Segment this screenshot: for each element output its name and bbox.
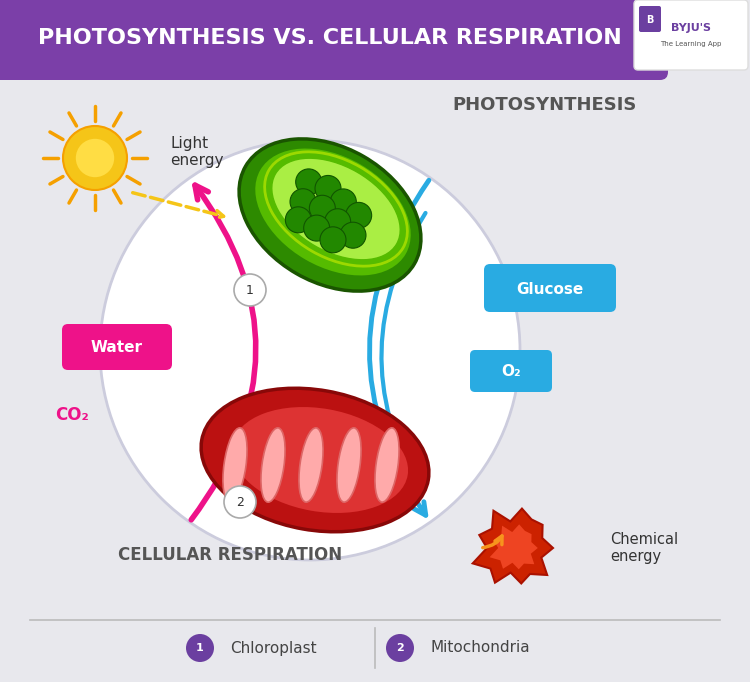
Text: 2: 2 (396, 643, 404, 653)
Ellipse shape (272, 158, 400, 260)
Text: PHOTOSYNTHESIS: PHOTOSYNTHESIS (453, 96, 638, 114)
Text: 1: 1 (246, 284, 254, 297)
Circle shape (224, 486, 256, 518)
Ellipse shape (337, 428, 361, 502)
Circle shape (63, 126, 127, 190)
Circle shape (309, 195, 335, 221)
Circle shape (325, 209, 351, 235)
Ellipse shape (299, 428, 323, 502)
FancyBboxPatch shape (634, 0, 748, 70)
Text: Chemical
energy: Chemical energy (610, 532, 678, 564)
Text: CO₂: CO₂ (56, 406, 88, 424)
Text: Chloroplast: Chloroplast (230, 640, 316, 655)
Text: The Learning App: The Learning App (660, 41, 722, 47)
Ellipse shape (254, 147, 412, 276)
Ellipse shape (201, 388, 429, 532)
Circle shape (285, 207, 311, 233)
Ellipse shape (231, 406, 409, 514)
Text: CELLULAR RESPIRATION: CELLULAR RESPIRATION (118, 546, 342, 564)
Polygon shape (490, 524, 538, 569)
Circle shape (76, 139, 114, 177)
Circle shape (296, 169, 322, 195)
FancyArrowPatch shape (382, 213, 425, 487)
FancyArrowPatch shape (133, 193, 224, 218)
Circle shape (234, 274, 266, 306)
Ellipse shape (223, 428, 247, 502)
Polygon shape (472, 509, 553, 584)
Circle shape (100, 140, 520, 560)
Ellipse shape (375, 428, 399, 502)
Text: Glucose: Glucose (516, 282, 584, 297)
Text: Light
energy: Light energy (170, 136, 224, 168)
FancyBboxPatch shape (484, 264, 616, 312)
Text: Mitochondria: Mitochondria (430, 640, 530, 655)
Circle shape (320, 227, 346, 253)
Circle shape (340, 222, 366, 248)
Text: BYJU'S: BYJU'S (671, 23, 711, 33)
Circle shape (304, 215, 330, 241)
Circle shape (290, 189, 316, 215)
Text: PHOTOSYNTHESIS VS. CELLULAR RESPIRATION: PHOTOSYNTHESIS VS. CELLULAR RESPIRATION (38, 28, 622, 48)
Text: O₂: O₂ (501, 364, 520, 379)
Text: Water: Water (91, 340, 143, 355)
Text: B: B (646, 15, 654, 25)
Text: 1: 1 (196, 643, 204, 653)
FancyBboxPatch shape (470, 350, 552, 392)
FancyBboxPatch shape (62, 324, 172, 370)
Circle shape (330, 189, 356, 215)
Text: 2: 2 (236, 496, 244, 509)
Circle shape (315, 175, 341, 201)
Circle shape (386, 634, 414, 662)
FancyArrowPatch shape (483, 536, 502, 548)
FancyArrowPatch shape (191, 186, 256, 520)
FancyBboxPatch shape (0, 0, 668, 80)
FancyBboxPatch shape (639, 6, 661, 32)
Circle shape (346, 203, 372, 228)
Ellipse shape (261, 428, 285, 502)
FancyArrowPatch shape (370, 180, 429, 516)
Circle shape (186, 634, 214, 662)
Ellipse shape (239, 139, 421, 291)
Polygon shape (0, 0, 100, 72)
